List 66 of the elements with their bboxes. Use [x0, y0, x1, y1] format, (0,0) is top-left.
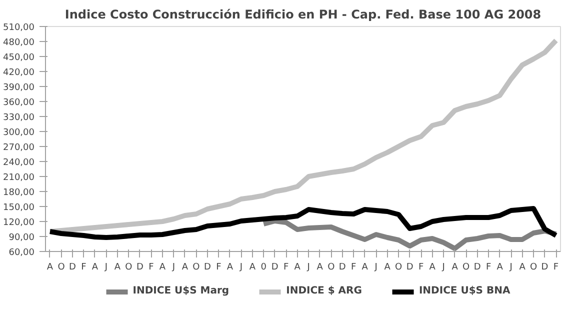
x-tick-label: A [249, 262, 256, 272]
y-tick-label: 510,00 [3, 23, 35, 33]
x-tick-label: D [69, 262, 76, 272]
x-tick-label: J [171, 262, 176, 272]
x-tick-label: D [136, 262, 144, 272]
x-tick-label: A [384, 262, 392, 272]
x-tick-label: J [104, 262, 108, 272]
y-tick-label: 120,00 [3, 218, 35, 228]
y-tick-label: 150,00 [3, 203, 35, 213]
x-tick-label: A [226, 262, 234, 272]
x-tick-label: J [508, 262, 512, 272]
x-tick-label: D [406, 262, 414, 272]
x-tick-label: O [462, 262, 470, 272]
x-tick-label: A [46, 262, 54, 272]
x-tick-label: A [182, 262, 189, 272]
x-tick-label: A [496, 262, 504, 272]
x-tick-label: A [159, 262, 166, 272]
x-tick-label: A [452, 262, 459, 272]
legend-label: INDICE U$S BNA [418, 286, 510, 296]
y-tick-label: 360,00 [3, 98, 35, 108]
x-tick-label: O [58, 262, 65, 272]
y-tick-label: 240,00 [3, 158, 35, 168]
x-tick-label: F [216, 262, 222, 272]
x-tick-label: A [519, 262, 526, 272]
x-tick-label: O [530, 262, 538, 272]
x-tick-label: O [125, 262, 132, 272]
x-tick-label: D [474, 262, 481, 272]
x-tick-label: D [541, 262, 548, 272]
y-tick-label: 180,00 [3, 188, 35, 198]
y-tick-label: 390,00 [3, 83, 35, 93]
x-tick-label: D [338, 262, 346, 272]
y-tick-label: 90,00 [8, 233, 35, 243]
x-tick-label: F [148, 262, 154, 272]
y-tick-label: 420,00 [3, 68, 35, 78]
y-tick-label: 60,00 [8, 248, 35, 258]
x-tick-label: F [418, 262, 424, 272]
x-tick-label: O [192, 262, 200, 272]
x-tick-label: A [429, 262, 436, 272]
x-tick-label: J [238, 262, 242, 272]
x-tick-label: A [114, 262, 122, 272]
x-tick-label: O [328, 262, 335, 272]
x-tick-label: F [284, 262, 289, 272]
x-tick-label: A [362, 262, 369, 272]
x-tick-label: 0 [260, 262, 267, 272]
chart-title: Indice Costo Construcción Edificio en PH - Cap. Fed. Base 100 AG 2008 [64, 8, 542, 22]
y-tick-label: 450,00 [3, 53, 35, 63]
y-tick-label: 480,00 [3, 38, 35, 48]
x-tick-label: D [271, 262, 278, 272]
x-tick-label: F [351, 262, 356, 272]
x-tick-label: J [441, 262, 445, 272]
x-tick-label: A [316, 262, 324, 272]
y-tick-label: 270,00 [3, 143, 35, 153]
x-tick-label: D [204, 262, 211, 272]
x-tick-label: F [553, 262, 559, 272]
y-tick-label: 330,00 [3, 113, 35, 123]
legend-label: INDICE $ ARG [286, 286, 362, 296]
legend-label: INDICE U$S Marg [132, 286, 230, 296]
x-tick-label: A [294, 262, 302, 272]
y-tick-label: 300,00 [3, 128, 35, 138]
x-tick-label: J [374, 262, 378, 272]
x-tick-label: F [81, 262, 86, 272]
x-tick-label: J [306, 262, 310, 272]
y-tick-label: 210,00 [3, 173, 35, 183]
x-tick-label: F [486, 262, 492, 272]
x-tick-label: O [395, 262, 402, 272]
x-tick-label: A [92, 262, 99, 272]
